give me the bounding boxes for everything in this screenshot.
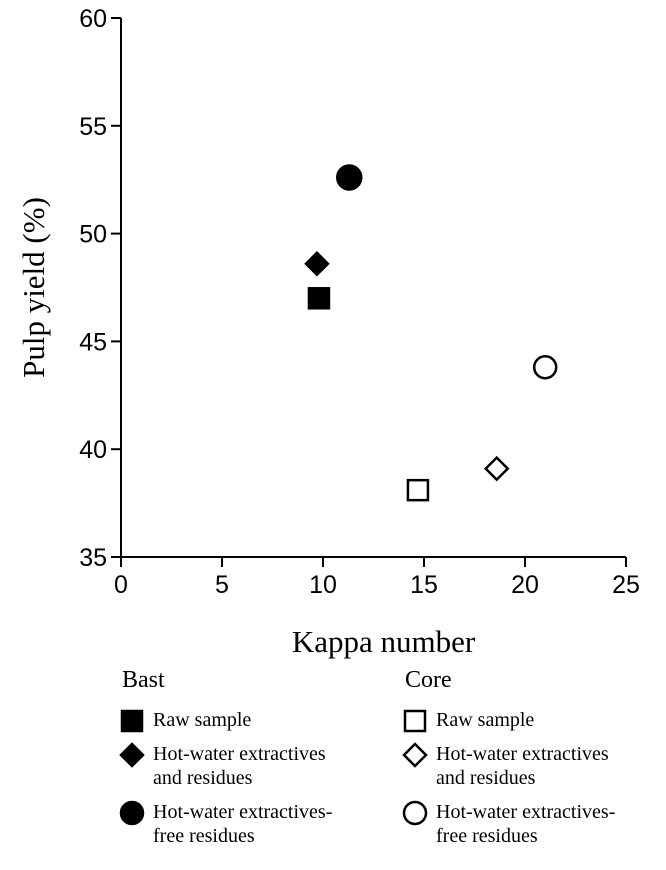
point-bast-square-filled [307, 287, 331, 310]
legend-circle-filled-marker [119, 800, 145, 826]
legend-item-label: Raw sample [153, 709, 252, 731]
legend-group-bast: Bast Raw sample Hot-water extractives and r… [117, 668, 363, 858]
legend-item: Raw sample [400, 708, 646, 733]
legend-item-label: free residues [436, 825, 538, 847]
legend-item-label: Hot-water extractives- [436, 801, 616, 823]
legend-item-label: Hot-water extractives [153, 743, 326, 765]
point-core-diamond-open [483, 455, 510, 482]
legend-item-label: and residues [436, 767, 536, 789]
y-tick-label: 60 [79, 5, 107, 33]
legend-item-label: Raw sample [436, 709, 535, 731]
y-tick-label: 40 [79, 436, 107, 464]
legend-square-open-marker [403, 709, 427, 733]
legend-item-label: and residues [153, 767, 253, 789]
legend-diamond-open-marker [402, 742, 428, 768]
legend-circle-open-marker [402, 800, 428, 826]
legend-group-core: Core Raw sample Hot-water extractives and r… [400, 668, 646, 858]
point-core-circle-open [532, 355, 558, 380]
legend-item: Hot-water extractives-free residues [400, 800, 646, 848]
point-core-square-open [406, 478, 430, 502]
x-tick-label: 10 [309, 571, 337, 599]
y-tick-label: 50 [79, 221, 107, 249]
legend-square-filled-marker [120, 709, 144, 733]
y-axis-title: Pulp yield (%) [16, 197, 51, 378]
legend-item-label: free residues [153, 825, 255, 847]
legend-item: Raw sample [117, 708, 363, 733]
point-bast-diamond-filled [304, 251, 330, 277]
legend-group-title: Core [405, 667, 452, 693]
y-tick-label: 45 [79, 328, 107, 356]
legend-item-label: Hot-water extractives- [153, 801, 333, 823]
legend-item: Hot-water extractives-free residues [117, 800, 363, 848]
x-tick-label: 20 [511, 571, 539, 599]
legend-group-title: Bast [122, 667, 165, 693]
point-bast-circle-filled [336, 164, 363, 191]
y-tick-label: 55 [79, 113, 107, 141]
x-tick-label: 15 [410, 571, 438, 599]
legend-diamond-filled-marker [119, 742, 145, 768]
x-tick-label: 0 [114, 571, 128, 599]
legend-item: Hot-water extractives and residues [117, 742, 363, 790]
x-tick-label: 25 [612, 571, 640, 599]
legend-item-label: Hot-water extractives [436, 743, 609, 765]
legend-item: Hot-water extractives and residues [400, 742, 646, 790]
x-axis-title: Kappa number [292, 624, 476, 659]
y-tick-label: 35 [79, 544, 107, 572]
x-tick-label: 5 [215, 571, 229, 599]
